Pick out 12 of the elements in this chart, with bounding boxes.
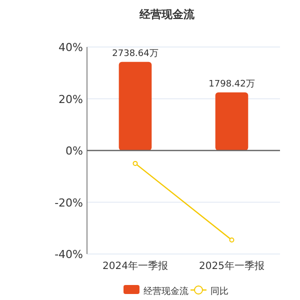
y-tick-label: 40%	[58, 41, 83, 54]
y-tick-label: -40%	[54, 248, 83, 261]
y-tick-label: 0%	[66, 144, 83, 158]
y-tick-label: -20%	[54, 196, 83, 210]
chart-title: 经营现金流	[138, 8, 196, 21]
data-label: 2738.64万	[112, 48, 158, 59]
y-tick-label: 20%	[58, 92, 83, 106]
x-tick-label: 2025年一季报	[199, 260, 264, 272]
x-tick-label: 2024年一季报	[102, 260, 168, 272]
data-label: 1798.42万	[208, 79, 255, 90]
legend-label: 经营现金流	[144, 286, 188, 297]
legend-label: 同比	[210, 286, 228, 297]
